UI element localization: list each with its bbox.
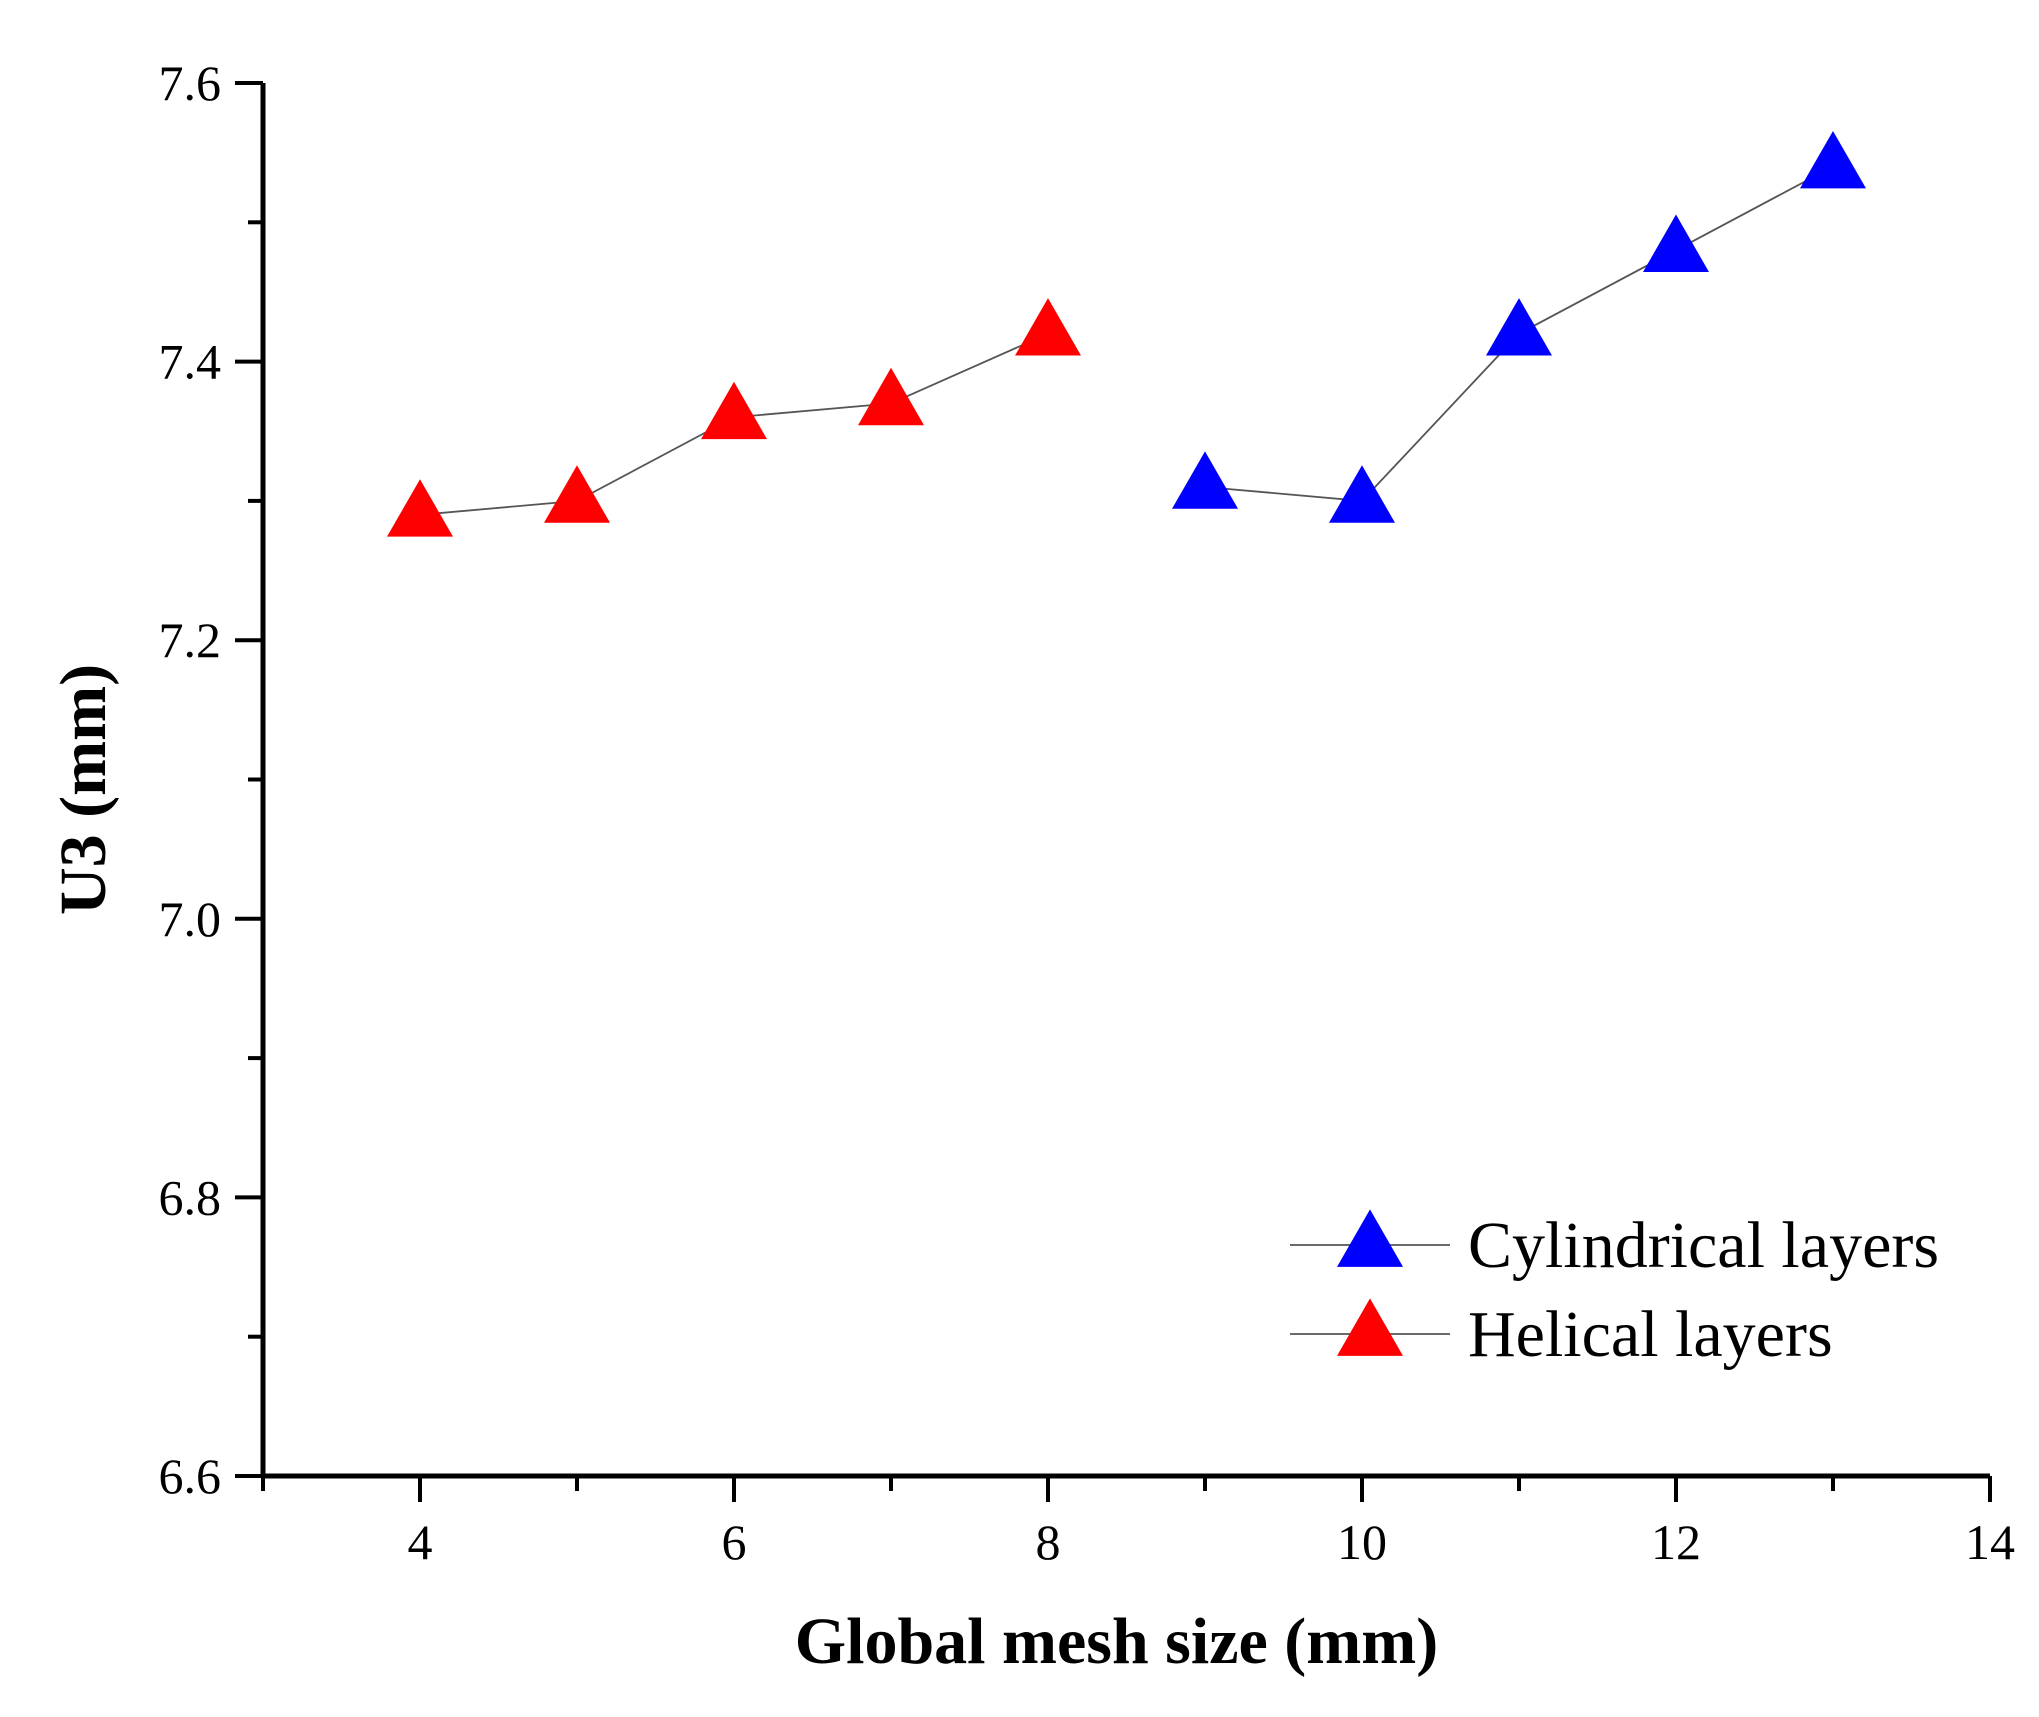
legend-item-cylindrical: Cylindrical layers — [1290, 1209, 1939, 1282]
data-point-helical — [858, 367, 924, 426]
data-point-cylindrical — [1172, 451, 1238, 509]
series-cylindrical — [1172, 130, 1866, 523]
y-tick-label: 6.8 — [159, 1169, 222, 1225]
y-tick-label: 6.6 — [159, 1448, 222, 1504]
legend-marker-cylindrical — [1337, 1209, 1403, 1267]
data-point-cylindrical — [1643, 214, 1709, 272]
x-tick-label: 10 — [1337, 1514, 1387, 1570]
data-point-cylindrical — [1486, 298, 1552, 356]
data-point-helical — [1015, 298, 1081, 356]
y-tick-label: 7.6 — [159, 55, 222, 111]
series-helical — [387, 298, 1081, 537]
legend-item-helical: Helical layers — [1290, 1298, 1833, 1371]
legend-label-helical: Helical layers — [1468, 1298, 1833, 1371]
data-point-helical — [701, 381, 767, 440]
data-point-cylindrical — [1329, 465, 1395, 523]
y-axis-title: U3 (mm) — [47, 664, 120, 915]
y-tick-label: 7.2 — [159, 612, 222, 668]
y-tick-label: 7.0 — [159, 891, 222, 947]
x-tick-label: 12 — [1651, 1514, 1701, 1570]
x-axis-ticks: 4 6 8 10 12 14 — [261, 1476, 2015, 1570]
legend-marker-helical — [1337, 1298, 1403, 1356]
data-point-helical — [544, 465, 610, 523]
legend: Cylindrical layers Helical layers — [1290, 1209, 1939, 1371]
x-tick-label: 14 — [1965, 1514, 2015, 1570]
legend-label-cylindrical: Cylindrical layers — [1468, 1209, 1939, 1282]
x-tick-label: 6 — [722, 1514, 747, 1570]
y-axis-ticks: 6.6 6.8 7.0 7.2 7.4 7.6 — [159, 55, 263, 1504]
x-tick-label: 4 — [408, 1514, 433, 1570]
data-point-helical — [387, 479, 453, 537]
series-layer — [387, 130, 1866, 537]
x-axis-title: Global mesh size (mm) — [795, 1605, 1438, 1678]
x-tick-label: 8 — [1036, 1514, 1061, 1570]
data-point-cylindrical — [1800, 130, 1866, 189]
y-tick-label: 7.4 — [159, 334, 222, 390]
